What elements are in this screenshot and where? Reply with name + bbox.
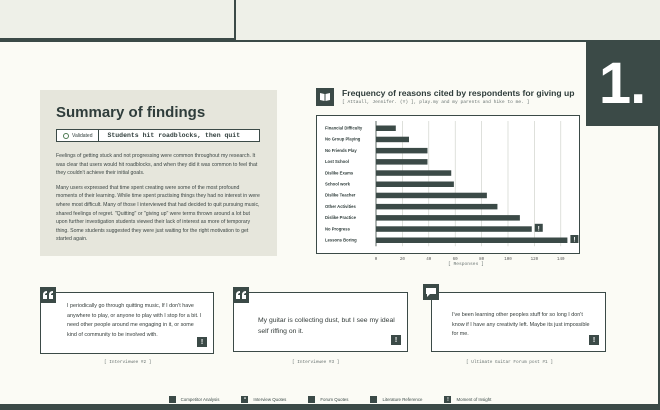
- category-label: Lost School: [325, 159, 349, 164]
- bar: [376, 203, 498, 210]
- bar: [376, 125, 396, 131]
- chart-title: Frequency of reasons cited by respondent…: [342, 88, 575, 98]
- bar: [376, 181, 454, 187]
- x-tick-label: 140: [557, 258, 565, 262]
- summary-paragraph-2: Many users expressed that time spent cre…: [56, 184, 260, 243]
- category-label: No Group Playing: [325, 137, 361, 142]
- x-tick-label: 40: [426, 258, 432, 262]
- summary-title: Summary of findings: [56, 104, 206, 121]
- insight-icon: !: [444, 396, 452, 403]
- legend-item-literature: Literature Reference: [370, 396, 422, 403]
- validated-tag: Validated Students hit roadblocks, then …: [56, 129, 260, 142]
- quote-icon: [40, 287, 56, 303]
- forum-icon: [423, 284, 439, 300]
- bar: [376, 147, 428, 154]
- legend-label: Literature Reference: [382, 397, 423, 402]
- quote-2-source: [ Interviewee #3 ]: [292, 360, 340, 365]
- quote-1-source: [ Interviewee #2 ]: [104, 360, 152, 365]
- tab-strip: [0, 0, 236, 40]
- x-tick-label: 120: [531, 258, 539, 262]
- x-tick-label: 0: [375, 258, 378, 262]
- bar: [376, 159, 428, 165]
- category-label: Dislike Teacher: [325, 193, 356, 198]
- legend-item-competitor: Competitor Analysis: [168, 396, 220, 403]
- bar: [376, 215, 520, 221]
- quote-3-source: [ Ultimate Guitar Forum post #1 ]: [466, 360, 553, 365]
- insight-flag-mark: !: [538, 225, 540, 232]
- chart-x-label: [ Responses ]: [448, 262, 484, 267]
- validated-label: Validated: [57, 130, 100, 141]
- chart-subtitle: [ Attaull, Jennifer. (Y) ], play.my and …: [342, 100, 530, 105]
- legend-label: Interview Quotes: [253, 397, 287, 402]
- legend-label: Forum Quotes: [320, 397, 349, 402]
- forum-icon: [308, 396, 316, 403]
- insight-icon: !: [197, 337, 207, 347]
- category-label: No Progress: [325, 226, 351, 231]
- quote-card-1: I periodically go through quitting music…: [40, 292, 214, 354]
- quote-card-3: I've been learning other peoples stuff f…: [431, 292, 606, 352]
- chart-header: Frequency of reasons cited by respondent…: [316, 88, 575, 106]
- x-tick-label: 20: [400, 258, 406, 262]
- check-circle-icon: [63, 132, 69, 139]
- x-tick-label: 60: [453, 258, 459, 262]
- legend-item-insight: ! Moment of Insight: [444, 396, 491, 403]
- x-tick-label: 80: [479, 258, 485, 262]
- legend-label: Competitor Analysis: [180, 397, 220, 402]
- legend-item-interview: “ Interview Quotes: [241, 396, 286, 403]
- legend-label: Moment of Insight: [456, 397, 492, 402]
- section-number-badge: 1.: [586, 40, 658, 126]
- quote-icon: [233, 287, 249, 303]
- validated-finding: Students hit roadblocks, then quit: [107, 132, 241, 139]
- bar: [376, 170, 452, 176]
- bar: [376, 237, 568, 243]
- category-label: School work: [325, 182, 351, 187]
- category-label: Other Activities: [325, 204, 356, 209]
- competitor-icon: [168, 396, 176, 403]
- category-label: No Friends Play: [325, 148, 357, 153]
- quote-2-text: My guitar is collecting dust, but I see …: [258, 317, 395, 335]
- bar: [376, 226, 532, 232]
- quote-icon: “: [241, 396, 249, 403]
- category-label: Dislike Practice: [325, 215, 357, 220]
- summary-paragraph-1: Feelings of getting stuck and not progre…: [56, 153, 258, 177]
- book-icon: [316, 88, 334, 106]
- bar: [376, 136, 409, 143]
- category-label: Dislike Exams: [325, 170, 354, 175]
- legend-item-forum: Forum Quotes: [308, 396, 348, 403]
- insight-flag-mark: !: [573, 237, 575, 244]
- validated-label-text: Validated: [72, 132, 93, 139]
- summary-panel: Summary of findings Validated Students h…: [40, 90, 277, 256]
- insight-icon: !: [589, 335, 599, 345]
- category-label: Lessons Boring: [325, 238, 357, 243]
- book-icon: [370, 396, 378, 403]
- insight-flag: [570, 235, 579, 243]
- insight-icon: !: [391, 335, 401, 345]
- category-label: Financial Difficulty: [325, 126, 363, 131]
- quote-1-text: I periodically go through quitting music…: [67, 303, 202, 338]
- insight-flag: [534, 223, 543, 232]
- legend: Competitor Analysis “ Interview Quotes F…: [0, 396, 660, 403]
- bar: [376, 192, 487, 199]
- quote-card-2: My guitar is collecting dust, but I see …: [233, 292, 408, 352]
- bar-chart: 0 20 40 60 80 100 120 140 Financial Difficulty No…: [325, 121, 579, 262]
- quote-3-text: I've been learning other peoples stuff f…: [452, 312, 590, 337]
- x-tick-label: 100: [504, 258, 512, 262]
